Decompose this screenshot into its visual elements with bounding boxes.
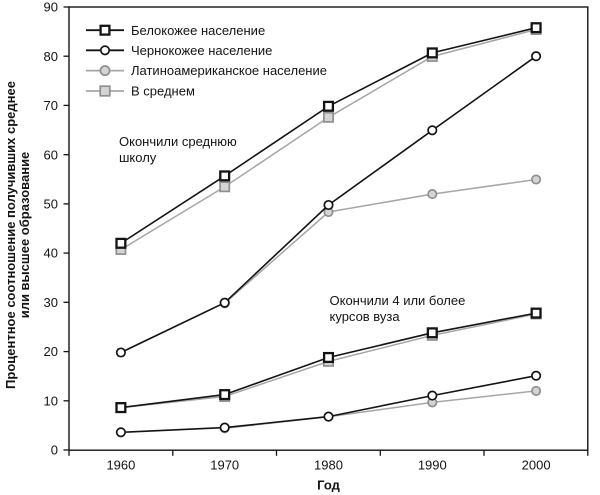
svg-text:В среднем: В среднем xyxy=(131,84,195,99)
svg-text:40: 40 xyxy=(44,246,58,261)
svg-text:50: 50 xyxy=(44,197,58,212)
svg-text:10: 10 xyxy=(44,393,58,408)
svg-text:1970: 1970 xyxy=(210,458,239,473)
svg-text:курсов вуза: курсов вуза xyxy=(330,309,401,324)
svg-text:Чернокожее население: Чернокожее население xyxy=(131,43,272,58)
svg-text:или высшее образование: или высшее образование xyxy=(17,152,32,319)
svg-text:30: 30 xyxy=(44,295,58,310)
svg-text:1960: 1960 xyxy=(106,458,135,473)
svg-text:2000: 2000 xyxy=(522,458,551,473)
svg-text:Год: Год xyxy=(317,478,340,493)
svg-text:Процентное соотношение получив: Процентное соотношение получивших средне… xyxy=(3,81,18,389)
svg-text:60: 60 xyxy=(44,147,58,162)
svg-text:1990: 1990 xyxy=(418,458,447,473)
svg-text:70: 70 xyxy=(44,98,58,113)
svg-text:0: 0 xyxy=(51,443,58,458)
svg-text:20: 20 xyxy=(44,344,58,359)
svg-text:Окончили среднюю: Окончили среднюю xyxy=(119,134,237,149)
svg-text:школу: школу xyxy=(119,150,157,165)
svg-text:1980: 1980 xyxy=(314,458,343,473)
svg-text:90: 90 xyxy=(44,0,58,15)
svg-text:Белокожее население: Белокожее население xyxy=(131,23,265,38)
svg-text:80: 80 xyxy=(44,49,58,64)
svg-text:Латиноамериканское население: Латиноамериканское население xyxy=(131,63,327,78)
svg-text:Окончили 4 или более: Окончили 4 или более xyxy=(330,293,466,308)
